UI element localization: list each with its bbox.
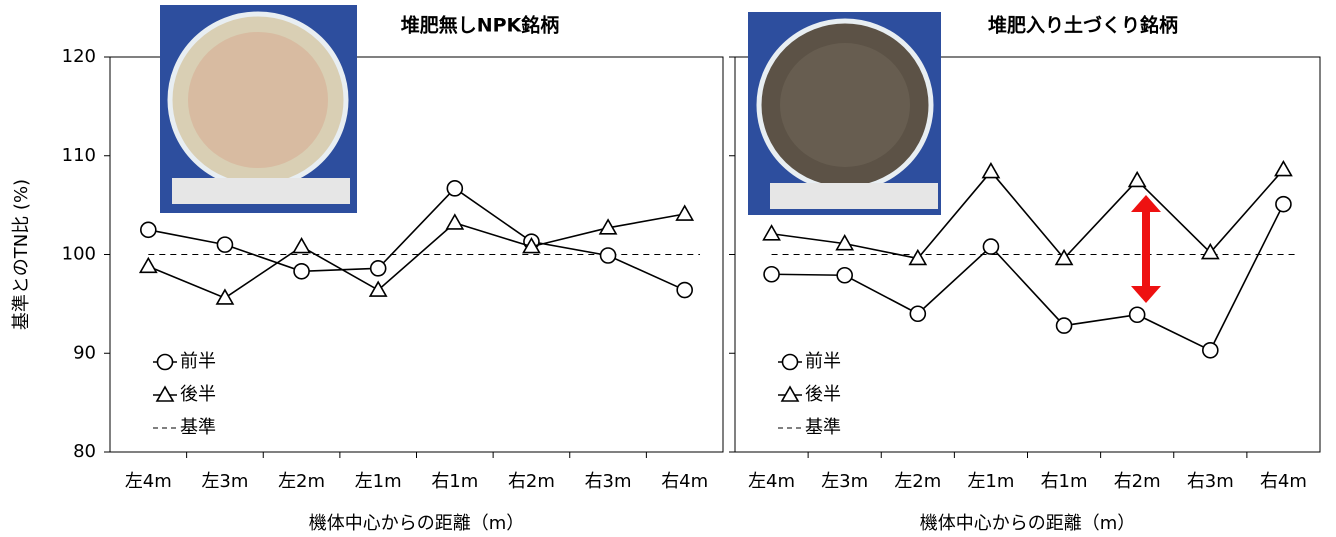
legend-label: 後半 (180, 384, 216, 405)
x-tick-label: 左3m (201, 471, 248, 492)
marker-circle (294, 264, 309, 279)
y-tick-label: 110 (62, 145, 96, 166)
x-tick-label: 左2m (894, 471, 941, 492)
marker-triangle (983, 164, 999, 178)
marker-circle (158, 355, 173, 370)
marker-circle (783, 355, 798, 370)
legend-label: 基準 (180, 417, 216, 438)
x-tick-label: 右2m (1114, 471, 1161, 492)
y-axis-label: 基準とのTN比 (%) (11, 179, 32, 330)
marker-triangle (764, 226, 780, 240)
legend-label: 後半 (805, 384, 841, 405)
y-tick-label: 90 (73, 342, 96, 363)
marker-triangle (294, 239, 310, 253)
marker-circle (764, 267, 779, 282)
x-tick-label: 右4m (661, 471, 708, 492)
red-arrow (1131, 195, 1161, 303)
marker-circle (1203, 343, 1218, 358)
marker-circle (1130, 307, 1145, 322)
legend-label: 基準 (805, 417, 841, 438)
x-tick-label: 右2m (508, 471, 555, 492)
marker-circle (371, 261, 386, 276)
marker-circle (677, 283, 692, 298)
x-tick-label: 左2m (278, 471, 325, 492)
marker-circle (217, 237, 232, 252)
marker-triangle (1129, 172, 1145, 186)
x-tick-label: 右3m (585, 471, 632, 492)
photo-left (160, 5, 357, 213)
legend-label: 前半 (805, 351, 841, 372)
marker-circle (910, 306, 925, 321)
x-tick-label: 左4m (748, 471, 795, 492)
y-tick-label: 120 (62, 46, 96, 67)
marker-circle (1276, 197, 1291, 212)
x-tick-label: 左1m (967, 471, 1014, 492)
marker-triangle (1275, 162, 1291, 176)
x-tick-label: 右1m (431, 471, 478, 492)
x-tick-label: 右3m (1187, 471, 1234, 492)
marker-circle (601, 248, 616, 263)
x-tick-label: 左4m (125, 471, 172, 492)
photo-right (748, 12, 941, 215)
x-axis-label: 機体中心からの距離（m） (920, 513, 1136, 534)
marker-circle (447, 181, 462, 196)
chart: 堆肥無しNPK銘柄基準とのTN比 (%) 機体中心からの距離（m） 80 90 100 1… (0, 0, 1336, 537)
marker-circle (837, 268, 852, 283)
marker-triangle (217, 290, 233, 304)
x-tick-label: 右1m (1041, 471, 1088, 492)
y-tick-label: 100 (62, 244, 96, 265)
marker-triangle (677, 206, 693, 220)
marker-triangle (447, 215, 463, 229)
marker-triangle (157, 387, 173, 401)
x-tick-label: 右4m (1260, 471, 1307, 492)
x-tick-label: 左3m (821, 471, 868, 492)
marker-circle (1057, 318, 1072, 333)
x-axis-label: 機体中心からの距離（m） (309, 513, 525, 534)
marker-circle (141, 222, 156, 237)
y-tick-label: 80 (73, 441, 96, 462)
legend-label: 前半 (180, 351, 216, 372)
marker-triangle (782, 387, 798, 401)
marker-circle (983, 239, 998, 254)
x-tick-label: 左1m (355, 471, 402, 492)
marker-triangle (140, 258, 156, 272)
chart-title: 堆肥入り土づくり銘柄 (988, 14, 1178, 37)
chart-title: 堆肥無しNPK銘柄 (401, 14, 560, 37)
